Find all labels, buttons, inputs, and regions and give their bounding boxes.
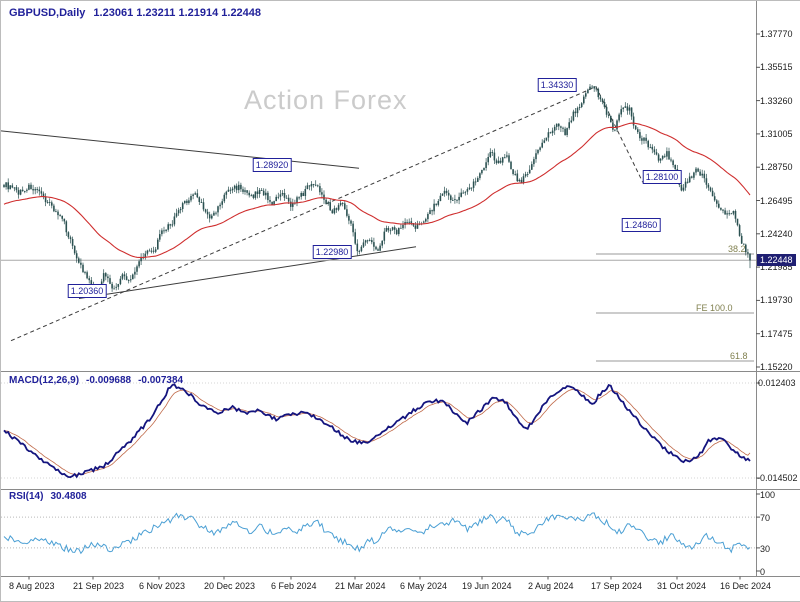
date-label-9: 17 Sep 2024 [591,581,643,591]
descending-trendline[interactable] [1,130,360,169]
fib-level-label-0[interactable]: 38.2 [728,244,746,254]
chart-title: GBPUSD,Daily 1.23061 1.23211 1.21914 1.22… [9,7,261,19]
price-axis-label-4: 1.28750 [760,162,793,173]
price-tag-128100[interactable]: 1.28100 [642,170,682,184]
price-axis-label-8: 1.19730 [760,295,793,306]
price-axis-label-10: 1.15220 [760,362,793,372]
price-axis-label-5: 1.26495 [760,195,793,206]
date-label-6: 6 May 2024 [400,581,448,591]
macd-name-label: MACD(12,26,9) [9,375,80,386]
macd-axis-min-label: -0.014502 [757,473,798,483]
rsi-indicator-label: RSI(14) 30.4808 [9,491,94,502]
symbol-timeframe-label: GBPUSD,Daily [9,7,86,19]
price-axis-label-2: 1.33260 [760,95,793,106]
fib-level-label-1[interactable]: FE 100.0 [696,303,733,313]
rsi-line [3,512,751,555]
price-axis-label-0: 1.37770 [760,29,793,39]
rsi-value: 30.4808 [50,491,87,502]
date-label-4: 6 Feb 2024 [271,581,317,591]
current-price-tag: 1.22448 [757,254,796,266]
date-label-10: 31 Oct 2024 [657,581,707,591]
macd-main-line [3,383,751,479]
price-tag-128920[interactable]: 1.28920 [252,158,292,172]
price-tag-124860[interactable]: 1.24860 [621,218,661,232]
date-label-11: 16 Dec 2024 [720,581,772,591]
date-label-8: 2 Aug 2024 [528,581,574,591]
date-label-1: 21 Sep 2023 [73,581,125,591]
rsi-name-label: RSI(14) [9,491,44,502]
macd-indicator-label: MACD(12,26,9) -0.009688 -0.007384 [9,375,190,386]
watermark-text: Action Forex [244,85,408,115]
moving-average-line [3,122,751,258]
rsi-axis-label-30: 30 [760,543,771,554]
rsi-axis-label-0: 0 [760,567,766,577]
date-label-2: 6 Nov 2023 [139,581,186,591]
date-label-5: 21 Mar 2024 [335,581,386,591]
rsi-axis-label-100: 100 [760,490,776,500]
macd-signal-value: -0.007384 [138,375,184,386]
fib-level-label-2[interactable]: 61.8 [730,351,748,361]
ohlc-readout: 1.23061 1.23211 1.21914 1.22448 [93,7,262,19]
price-axis-label-7: 1.21985 [760,262,793,273]
date-label-0: 8 Aug 2023 [9,581,55,591]
ascending-dashed-trendline[interactable] [10,86,597,342]
ascending-support-trendline[interactable] [78,246,417,299]
price-axis-label-3: 1.31005 [760,128,793,139]
macd-axis-max-label: 0.012403 [758,378,796,388]
date-label-7: 19 Jun 2024 [462,581,512,591]
macd-signal-line [3,388,751,476]
price-axis-label-6: 1.24240 [760,228,793,239]
price-tag-122980[interactable]: 1.22980 [312,245,352,259]
price-tag-120360[interactable]: 1.20360 [67,284,107,298]
price-axis-label-1: 1.35515 [760,62,793,73]
macd-main-value: -0.009688 [86,375,132,386]
date-label-3: 20 Dec 2023 [204,581,256,591]
price-tag-134330[interactable]: 1.34330 [537,78,577,92]
rsi-axis-label-70: 70 [760,513,771,524]
price-axis-label-9: 1.17475 [760,328,793,339]
